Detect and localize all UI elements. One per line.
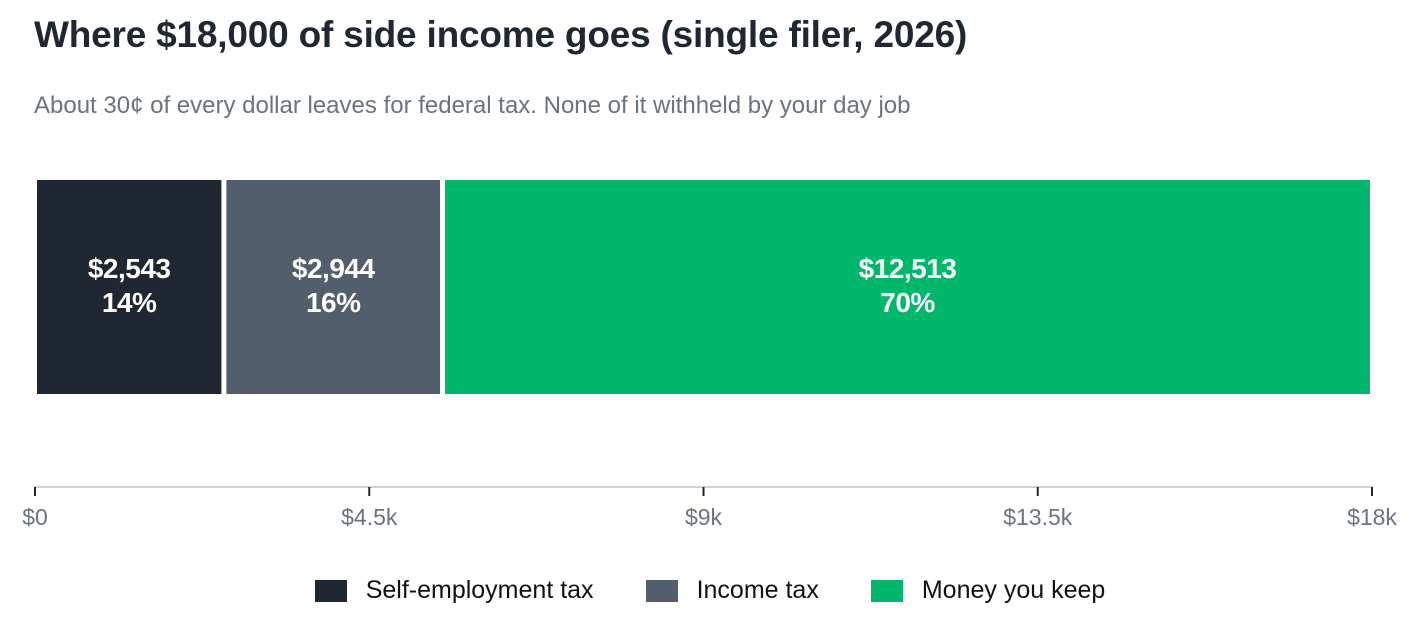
- legend-label: Self-employment tax: [365, 576, 594, 604]
- legend-swatch: [645, 579, 678, 602]
- chart-title: Where $18,000 of side income goes (singl…: [34, 14, 968, 55]
- bar-segment-income-tax: [226, 180, 441, 394]
- data-label-percent: 70%: [880, 287, 935, 318]
- bar-segment-money-you-keep: [445, 180, 1371, 394]
- chart-subtitle: About 30¢ of every dollar leaves for fed…: [34, 92, 911, 119]
- legend-item-self-employment-tax: Self-employment tax: [314, 576, 594, 605]
- bar-segment-self-employment-tax: [37, 180, 222, 394]
- data-label-amount: $12,513: [859, 253, 957, 284]
- x-tick-label: $18k: [1347, 504, 1397, 530]
- legend-label: Income tax: [696, 576, 819, 604]
- data-label-percent: 16%: [306, 287, 361, 318]
- legend-swatch: [870, 579, 903, 602]
- data-label-percent: 14%: [102, 287, 157, 318]
- chart-legend: Self-employment tax Income tax Money you…: [0, 576, 1420, 605]
- x-tick-label: $9k: [685, 504, 723, 530]
- legend-swatch: [314, 579, 347, 602]
- legend-label: Money you keep: [921, 576, 1106, 604]
- legend-item-money-you-keep: Money you keep: [870, 576, 1106, 605]
- data-label-amount: $2,944: [292, 253, 376, 284]
- x-tick-label: $4.5k: [341, 504, 398, 530]
- legend-item-income-tax: Income tax: [645, 576, 819, 605]
- data-label-amount: $2,543: [88, 253, 171, 284]
- x-tick-label: $13.5k: [1003, 504, 1073, 530]
- x-tick-label: $0: [22, 504, 48, 530]
